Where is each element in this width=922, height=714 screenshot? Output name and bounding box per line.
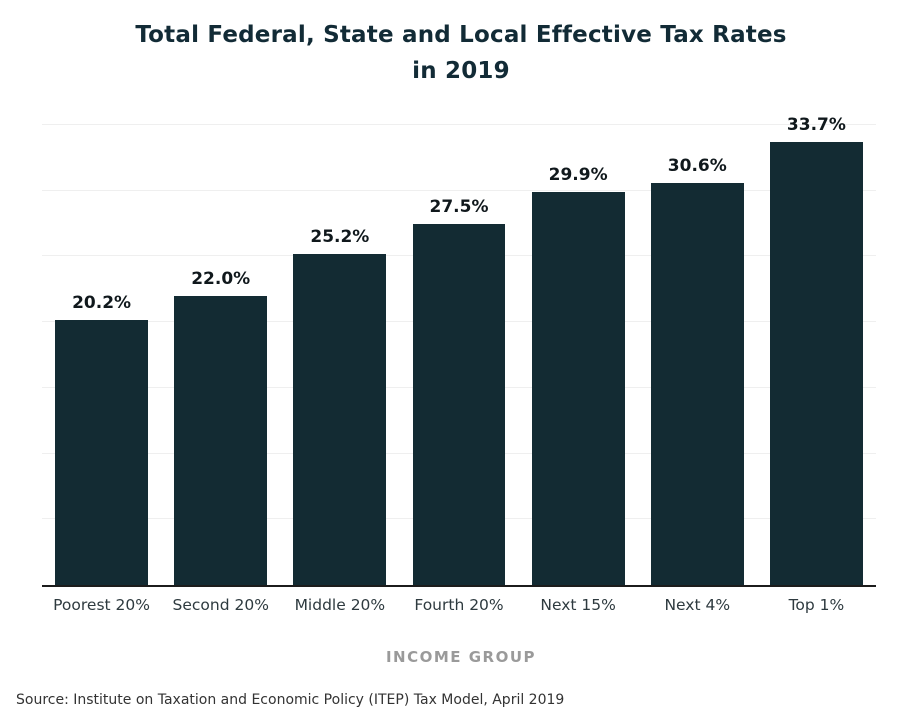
bar-slot: 20.2% [42,125,161,585]
bar-slot: 30.6% [638,125,757,585]
bar-value-label: 27.5% [429,196,489,217]
bar-value-label: 20.2% [72,292,132,313]
x-tick-label: Next 4% [664,596,731,614]
x-axis-title: INCOME GROUP [385,648,537,666]
bar-value-label: 25.2% [310,226,370,247]
bar [531,192,625,585]
bar-slot: 29.9% [519,125,638,585]
source-note: Source: Institute on Taxation and Econom… [16,692,565,708]
x-tick-label: Top 1% [788,596,845,614]
bar [174,295,268,585]
bar-slot: 33.7% [757,115,876,585]
plot-area: 20.2% 22.0% 25.2% 27.5% 29.9% 30.6% 33.7% [42,115,876,585]
x-axis-line [42,585,876,587]
x-tick-label: Fourth 20% [414,596,504,614]
bar-value-label: 29.9% [548,165,608,186]
bar-value-label: 30.6% [667,155,727,176]
x-tick-label: Middle 20% [294,596,386,614]
chart-title: Total Federal, State and Local Effective… [0,0,922,89]
bar [650,182,744,585]
x-tick-label: Next 15% [540,596,616,614]
gridline [42,124,876,125]
bar [55,319,149,585]
x-axis-tick-labels: Poorest 20% Second 20% Middle 20% Fourth 20… [42,596,876,614]
bar [412,223,506,585]
bar-value-label: 22.0% [191,268,251,289]
chart-title-line-2: in 2019 [412,57,510,84]
bar [293,253,387,585]
bar-slot: 25.2% [280,125,399,585]
bar-slot: 27.5% [399,125,518,585]
bar-slot: 22.0% [161,125,280,585]
x-tick-label: Second 20% [172,596,269,614]
bar [769,142,863,585]
gridline [42,189,876,191]
bars-container: 20.2% 22.0% 25.2% 27.5% 29.9% 30.6% 33.7% [42,115,876,585]
x-tick-label: Poorest 20% [53,596,150,614]
chart-title-line-1: Total Federal, State and Local Effective… [135,22,787,48]
bar-value-label: 33.7% [786,115,846,136]
